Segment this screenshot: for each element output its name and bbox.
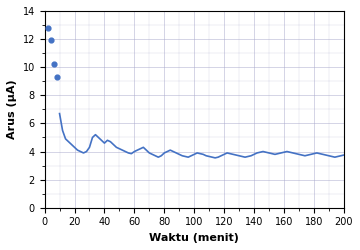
Point (45, 26, 50, 30)
X-axis label: Waktu (menit): Waktu (menit) (149, 233, 239, 243)
Point (54, 75, 59, 79)
Y-axis label: Arus (μA): Arus (μA) (7, 80, 17, 139)
Point (48, 38, 54, 42)
Point (51, 62, 57, 66)
